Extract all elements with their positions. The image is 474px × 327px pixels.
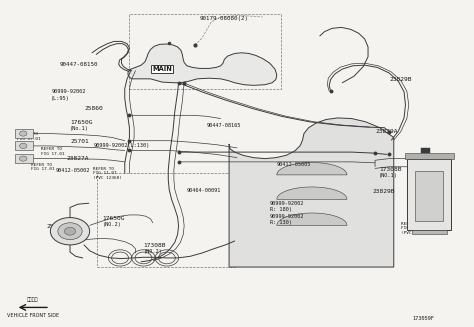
Text: (No.1): (No.1) bbox=[70, 126, 89, 131]
Text: 23827A: 23827A bbox=[66, 156, 89, 161]
Text: (PVC 12368): (PVC 12368) bbox=[93, 176, 122, 180]
Polygon shape bbox=[128, 44, 277, 85]
Text: 90464-00091: 90464-00091 bbox=[187, 188, 221, 193]
Bar bbox=[421, 147, 430, 153]
Text: R: 180): R: 180) bbox=[270, 207, 292, 212]
Text: REFER TO: REFER TO bbox=[93, 167, 114, 171]
Bar bbox=[407, 159, 451, 230]
Bar bbox=[15, 129, 33, 138]
Text: 90999-92002: 90999-92002 bbox=[270, 201, 304, 206]
Text: FIG 17-01: FIG 17-01 bbox=[31, 167, 55, 171]
Text: REFER TO: REFER TO bbox=[31, 163, 52, 167]
Text: REFER TO: REFER TO bbox=[41, 147, 62, 151]
Text: 90999-92002: 90999-92002 bbox=[51, 89, 86, 95]
Polygon shape bbox=[277, 213, 347, 225]
Circle shape bbox=[50, 217, 90, 245]
Text: 90447-08165: 90447-08165 bbox=[207, 123, 241, 128]
Text: 90999-92002: 90999-92002 bbox=[270, 214, 304, 219]
Bar bbox=[411, 230, 447, 234]
Text: 17308B: 17308B bbox=[144, 243, 166, 248]
Text: VEHICLE FRONT SIDE: VEHICLE FRONT SIDE bbox=[7, 313, 59, 318]
Text: 25715: 25715 bbox=[46, 225, 65, 230]
Text: (NO.2): (NO.2) bbox=[103, 222, 121, 227]
Text: (L:95): (L:95) bbox=[51, 96, 70, 101]
Text: FIG 11-07: FIG 11-07 bbox=[93, 171, 117, 175]
Text: MAIN: MAIN bbox=[152, 66, 172, 72]
Text: 17650G: 17650G bbox=[70, 120, 92, 125]
Bar bbox=[15, 154, 33, 163]
Polygon shape bbox=[229, 118, 394, 267]
Text: 25701: 25701 bbox=[70, 139, 89, 144]
Text: 23829B: 23829B bbox=[373, 189, 395, 194]
Text: 23829B: 23829B bbox=[389, 77, 411, 82]
Text: 90412-05002: 90412-05002 bbox=[56, 168, 91, 173]
Circle shape bbox=[58, 223, 82, 240]
Text: (PVC 77748): (PVC 77748) bbox=[401, 231, 429, 235]
Text: 17308B: 17308B bbox=[379, 167, 401, 172]
Text: 90179-06080(2): 90179-06080(2) bbox=[200, 16, 248, 21]
Text: 車両前方: 車両前方 bbox=[27, 297, 38, 302]
Text: REFER TO: REFER TO bbox=[17, 132, 38, 136]
Text: 173059F: 173059F bbox=[412, 316, 434, 321]
Circle shape bbox=[64, 227, 76, 235]
Text: 90999-92002(L:130): 90999-92002(L:130) bbox=[93, 143, 150, 148]
Text: 90412-05005: 90412-05005 bbox=[277, 162, 311, 167]
Bar bbox=[404, 153, 454, 159]
Circle shape bbox=[19, 143, 27, 148]
Text: 25860: 25860 bbox=[84, 106, 103, 111]
Text: REFER TO: REFER TO bbox=[401, 222, 422, 226]
Text: R: 130): R: 130) bbox=[270, 220, 292, 225]
Polygon shape bbox=[277, 163, 347, 175]
Text: 90447-08150: 90447-08150 bbox=[59, 62, 98, 67]
Text: 23829A: 23829A bbox=[375, 129, 398, 134]
Circle shape bbox=[19, 131, 27, 136]
Text: (NO.2): (NO.2) bbox=[144, 249, 162, 254]
Bar bbox=[15, 141, 33, 150]
Text: FIG 17-01: FIG 17-01 bbox=[41, 152, 64, 156]
Text: FIG 17-01: FIG 17-01 bbox=[17, 137, 41, 141]
Bar bbox=[415, 171, 443, 221]
Circle shape bbox=[19, 156, 27, 161]
Text: (NO.1): (NO.1) bbox=[379, 173, 398, 178]
Polygon shape bbox=[277, 187, 347, 199]
Text: 17650G: 17650G bbox=[103, 216, 125, 221]
Text: FIG 77-08: FIG 77-08 bbox=[401, 226, 424, 230]
